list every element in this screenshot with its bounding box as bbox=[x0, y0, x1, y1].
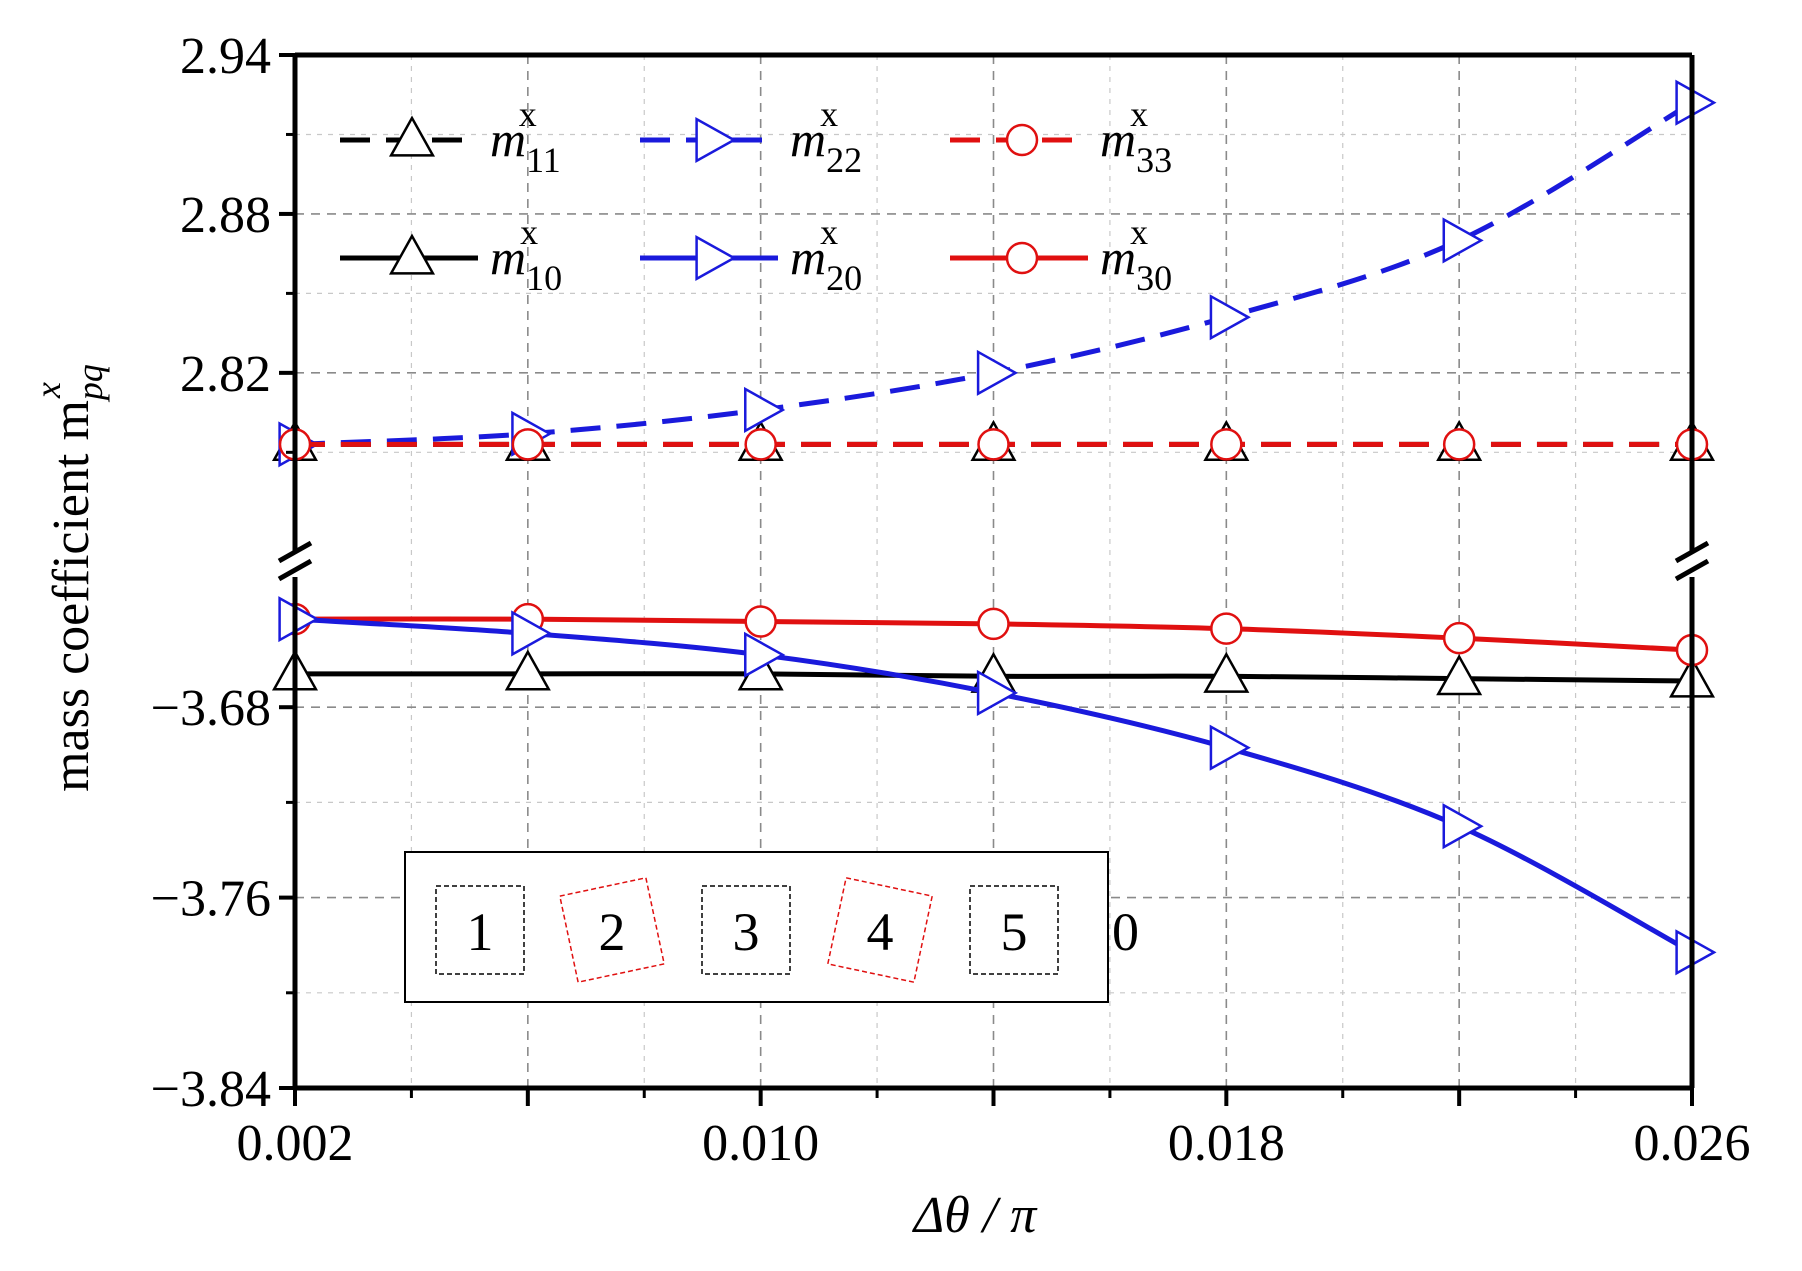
axis-ticks: 2.82 2.88 2.94 −3.68 −3.76 −3.840.002 0.010 0.0… bbox=[151, 28, 1751, 1172]
y-axis-title-sub: pq bbox=[70, 364, 110, 403]
y-tick-label: 2.82 bbox=[180, 346, 271, 403]
legend-label-m22: m22x bbox=[790, 94, 862, 180]
series-m33 bbox=[278, 428, 1709, 461]
legend-entry-m22: m22x bbox=[640, 94, 862, 180]
data-point-m20 bbox=[744, 631, 786, 678]
legend-marker-m22 bbox=[695, 116, 737, 164]
legend-marker-m20 bbox=[695, 234, 737, 282]
x-tick-label: 0.018 bbox=[1168, 1115, 1285, 1172]
axis-break-mark bbox=[277, 558, 313, 582]
y-tick-label: 2.94 bbox=[180, 28, 271, 85]
data-point-m33 bbox=[1210, 428, 1243, 461]
legend-entry-m20: m20x bbox=[640, 212, 862, 298]
x-axis-title: Δθ / π bbox=[912, 1187, 1039, 1244]
data-point-m20 bbox=[976, 669, 1019, 716]
data-point-m30 bbox=[1442, 621, 1476, 655]
inset-box: 1 2 3 4 5 0 bbox=[404, 851, 1139, 1003]
data-point-m10 bbox=[1436, 654, 1483, 696]
legend-label-m33: m33x bbox=[1100, 94, 1172, 180]
inset-label-5: 5 bbox=[1001, 902, 1028, 962]
legend-label-m10: m10x bbox=[490, 212, 562, 298]
x-tick-label: 0.002 bbox=[237, 1115, 354, 1172]
axis-break-mark bbox=[1674, 558, 1710, 582]
inset-square-4: 4 bbox=[826, 876, 934, 984]
legend-entry-m33: m33x bbox=[950, 94, 1172, 180]
data-point-m10 bbox=[1203, 651, 1250, 693]
data-point-m30 bbox=[977, 607, 1010, 641]
inset-label-3: 3 bbox=[733, 902, 760, 962]
data-point-m22 bbox=[1442, 217, 1484, 264]
x-tick-label: 0.026 bbox=[1634, 1115, 1751, 1172]
inset-label-0: 0 bbox=[1112, 902, 1139, 962]
inset-square-2: 2 bbox=[558, 876, 666, 984]
data-point-m33 bbox=[977, 428, 1010, 461]
data-point-m10 bbox=[504, 649, 551, 691]
x-tick-label: 0.010 bbox=[702, 1115, 819, 1172]
data-point-m30 bbox=[744, 605, 777, 638]
inset-square-5: 5 bbox=[969, 885, 1059, 975]
legend-entry-m30: m30x bbox=[950, 212, 1172, 298]
data-point-m22 bbox=[744, 386, 786, 433]
data-point-m30 bbox=[1210, 612, 1243, 645]
legend-label-m20: m20x bbox=[790, 212, 862, 298]
data-point-m20 bbox=[1675, 929, 1717, 976]
series-m20 bbox=[278, 596, 1717, 976]
inset-label-2: 2 bbox=[599, 902, 626, 962]
series-m10 bbox=[271, 649, 1716, 698]
inset-square-outline bbox=[435, 885, 525, 975]
inset-square-outline bbox=[826, 876, 934, 984]
y-tick-label: 2.88 bbox=[180, 187, 271, 244]
legend: m11x m22x m33x m10x m20x m30x bbox=[340, 94, 1172, 298]
data-point-m22 bbox=[1675, 79, 1717, 126]
data-point-m33 bbox=[744, 428, 777, 461]
data-point-m20 bbox=[1209, 724, 1251, 771]
data-point-m33 bbox=[1442, 428, 1476, 461]
data-point-m33 bbox=[511, 428, 545, 461]
data-point-m20 bbox=[511, 610, 553, 657]
y-axis-title-sup: x bbox=[28, 382, 68, 399]
inset-square-outline bbox=[558, 876, 666, 984]
legend-marker-m30 bbox=[1005, 241, 1039, 275]
y-axis-title: mass coefficient mpqx bbox=[28, 364, 110, 792]
legend-marker-m33 bbox=[1005, 123, 1039, 157]
legend-entry-m10: m10x bbox=[340, 212, 562, 298]
inset-square-outline bbox=[969, 885, 1059, 975]
inset-square-1: 1 bbox=[435, 885, 525, 975]
legend-marker-m10 bbox=[388, 233, 436, 275]
legend-label-m30: m30x bbox=[1100, 212, 1172, 298]
data-point-m20 bbox=[1442, 803, 1484, 850]
data-point-m20 bbox=[278, 596, 320, 643]
data-point-m22 bbox=[1209, 294, 1251, 341]
legend-label-m11: m11x bbox=[490, 94, 561, 180]
inset-square-3: 3 bbox=[701, 885, 791, 975]
y-axis-title-text: mass coefficient m bbox=[43, 400, 100, 792]
y-tick-label: −3.68 bbox=[151, 680, 271, 737]
axis-break-mark bbox=[277, 540, 313, 564]
y-tick-label: −3.84 bbox=[151, 1061, 271, 1118]
legend-entry-m11: m11x bbox=[340, 94, 561, 180]
inset-label-4: 4 bbox=[866, 902, 893, 962]
inset-square-outline bbox=[701, 885, 791, 975]
inset-label-1: 1 bbox=[467, 902, 494, 962]
legend-marker-m11 bbox=[388, 115, 436, 157]
axis-break-mark bbox=[1674, 540, 1710, 564]
data-point-m22 bbox=[976, 349, 1019, 396]
inset-frame bbox=[404, 851, 1109, 1003]
y-tick-label: −3.76 bbox=[151, 871, 271, 928]
